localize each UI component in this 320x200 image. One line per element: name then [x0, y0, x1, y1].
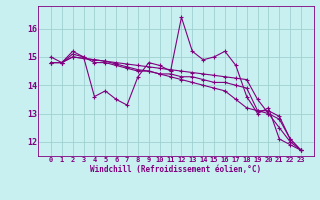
X-axis label: Windchill (Refroidissement éolien,°C): Windchill (Refroidissement éolien,°C) — [91, 165, 261, 174]
